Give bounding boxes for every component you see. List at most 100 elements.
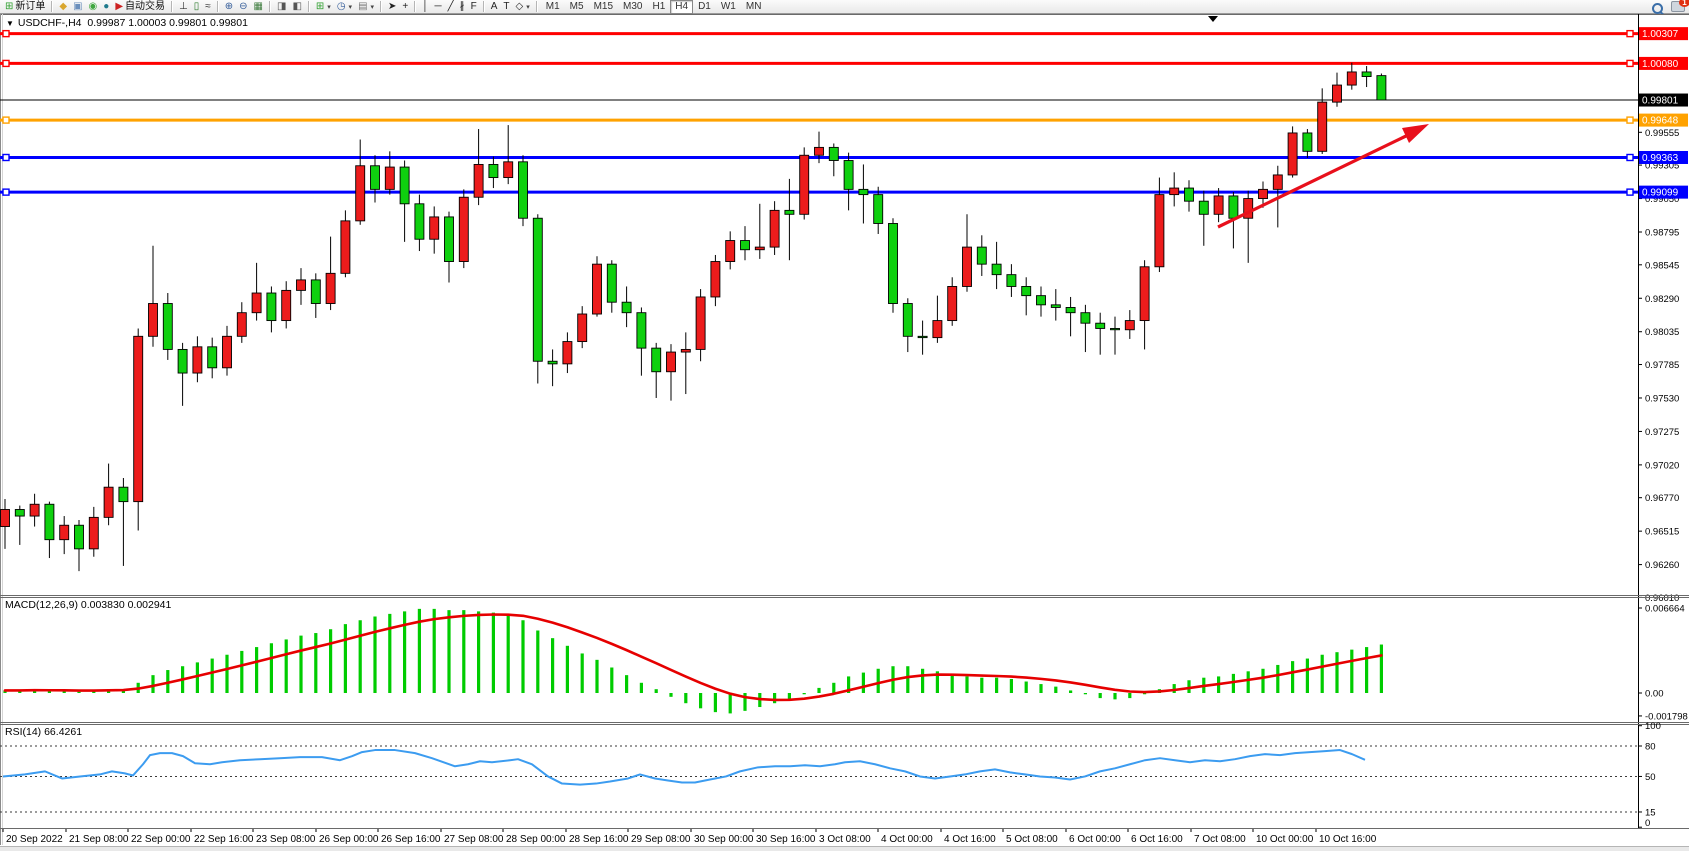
new-order-button[interactable]: ⊞ 新订单 <box>2 0 48 13</box>
text-icon[interactable]: A <box>488 0 501 13</box>
trendline-icon: ╱ <box>447 1 454 12</box>
alerts-icon[interactable]: ◆ <box>56 0 70 13</box>
price-tick-label: 0.97020 <box>1645 460 1679 471</box>
time-tick-label: 28 Sep 00:00 <box>506 834 566 845</box>
timeframe-m5-button[interactable]: M5 <box>569 0 584 12</box>
shapes-icon[interactable]: ◇ ▾ <box>513 0 533 13</box>
charts-window-icon[interactable]: ▣ <box>70 0 85 13</box>
candle-body-up <box>59 524 70 541</box>
timeframe-w1-button[interactable]: W1 <box>720 0 736 12</box>
auto-scroll-icon[interactable]: ◨ <box>274 0 289 13</box>
timeframe-m15-button[interactable]: M15 <box>593 0 614 12</box>
label-icon[interactable]: T <box>500 0 512 13</box>
candle-body-up <box>503 161 514 179</box>
rsi-axis-label: 80 <box>1645 742 1656 753</box>
candle-body-down <box>621 301 632 314</box>
time-tick-label: 22 Sep 00:00 <box>131 834 191 845</box>
bar-chart-icon[interactable]: ⊥ <box>176 0 191 13</box>
cursor-icon: ➤ <box>388 1 397 12</box>
auto-scroll-icon: ◨ <box>277 1 287 12</box>
resistance-2-handle[interactable] <box>1626 59 1634 68</box>
timeframe-m1-button[interactable]: M1 <box>545 0 560 12</box>
timeframe-h1-button[interactable]: H1 <box>652 0 666 12</box>
trend-arrow-line[interactable] <box>1217 134 1407 229</box>
template-icon[interactable]: ▤ ▾ <box>355 0 377 13</box>
new-order-icon: ⊞ <box>5 1 14 12</box>
search-icon[interactable] <box>1652 2 1663 14</box>
toolbar-separator <box>216 1 219 12</box>
channel-icon[interactable]: ∦ <box>457 0 468 13</box>
zoom-in-icon[interactable]: ⊕ <box>222 0 236 13</box>
candle-body-up <box>1332 84 1342 103</box>
price-tick-label: 0.97785 <box>1645 360 1679 371</box>
fibonacci-icon[interactable]: F <box>468 0 480 13</box>
timeframe-h4-button[interactable]: H4 <box>670 0 694 14</box>
time-tick-label: 26 Sep 16:00 <box>381 834 441 845</box>
candle-body-down <box>1050 304 1061 308</box>
autotrading-button[interactable]: ▶ 自动交易 <box>112 0 168 13</box>
candle-body-down <box>636 312 647 349</box>
candle-body-down <box>1036 295 1046 306</box>
chevron-down-icon[interactable]: ▾ <box>348 3 353 11</box>
channel-icon: ∦ <box>459 1 465 12</box>
macd-axis-label: 0.006664 <box>1645 604 1685 615</box>
time-tick-label: 10 Oct 16:00 <box>1319 834 1377 845</box>
support-2-handle[interactable] <box>1626 188 1634 196</box>
time-tick-label: 3 Oct 08:00 <box>819 834 871 845</box>
support-1-handle[interactable] <box>1626 153 1634 162</box>
resistance-1-handle[interactable] <box>2 29 10 38</box>
resistance-1-handle[interactable] <box>1626 29 1634 38</box>
vertical-line-icon[interactable]: │ <box>419 0 431 13</box>
toolbar: ⊞ 新订单 ◆ ▣ ◉ ● ▶ 自动交易 ⊥ ▯ ≈ ⊕ ⊖ ▦ ◨ ◧ ⊞ ▾ ◷ ▾ ▤ ▾ ➤ + │ ─ ╱ ∦ F A T ◇ ▾ M1… <box>0 0 1689 14</box>
price-tick-label: 0.96770 <box>1645 493 1679 504</box>
chart-ohlc-values: 0.99987 1.00003 0.99801 0.99801 <box>87 17 248 29</box>
chart-shift-icon[interactable]: ◧ <box>289 0 304 13</box>
timeframe-m30-button[interactable]: M30 <box>623 0 643 12</box>
candle-body-down <box>606 263 617 303</box>
resistance-2-handle[interactable] <box>2 59 10 68</box>
zoom-out-icon[interactable]: ⊖ <box>236 0 250 13</box>
autotrading-button-label: 自动交易 <box>125 1 166 12</box>
line-chart-icon[interactable]: ≈ <box>202 0 214 13</box>
tile-windows-icon[interactable]: ▦ <box>251 0 266 13</box>
candle-body-down <box>873 194 884 224</box>
rsi-axis-label: 100 <box>1645 721 1661 732</box>
timeframe-mn-button[interactable]: MN <box>745 0 762 12</box>
candle-body-down <box>207 346 218 369</box>
candle-body-down <box>399 166 410 205</box>
chart-shift-marker-icon[interactable] <box>1208 16 1218 22</box>
price-tick-label: 0.97275 <box>1645 427 1679 438</box>
time-tick-label: 29 Sep 08:00 <box>631 834 691 845</box>
price-tick-label: 0.99305 <box>1645 161 1679 172</box>
time-tick-label: 10 Oct 00:00 <box>1256 834 1314 845</box>
signals-icon[interactable]: ◉ <box>86 0 101 13</box>
chevron-down-icon[interactable]: ▾ <box>327 3 331 11</box>
horizontal-line-icon[interactable]: ─ <box>432 0 445 13</box>
candle-body-down <box>1376 75 1387 101</box>
timeframe-d1-button[interactable]: D1 <box>698 0 711 12</box>
candle-body-down <box>828 146 839 161</box>
add-indicator-icon[interactable]: ⊞ ▾ <box>313 0 334 13</box>
time-tick-label: 22 Sep 16:00 <box>194 834 254 845</box>
pivot-line-handle[interactable] <box>1626 116 1634 124</box>
pivot-line-handle[interactable] <box>2 116 10 124</box>
candlestick-chart-icon[interactable]: ▯ <box>191 0 203 13</box>
chevron-down-icon[interactable]: ▾ <box>370 3 375 11</box>
candle-body-down <box>1228 195 1239 219</box>
chart-dropdown-icon[interactable]: ▼ <box>6 19 14 28</box>
market-icon[interactable]: ● <box>100 0 112 13</box>
crosshair-icon[interactable]: + <box>399 0 411 13</box>
support-1-handle[interactable] <box>2 153 10 162</box>
candle-body-up <box>1258 188 1268 200</box>
period-clock-icon[interactable]: ◷ ▾ <box>334 0 355 13</box>
cursor-icon[interactable]: ➤ <box>385 0 399 13</box>
candle-body-up <box>222 335 232 369</box>
trend-arrow-head[interactable] <box>1402 124 1429 143</box>
support-2-handle[interactable] <box>2 188 10 196</box>
rsi-axis-label: 0 <box>1645 818 1650 829</box>
candle-body-up <box>148 303 158 337</box>
chevron-down-icon[interactable]: ▾ <box>526 3 530 11</box>
period-clock-icon: ◷ <box>336 1 346 12</box>
trendline-icon[interactable]: ╱ <box>445 0 457 13</box>
